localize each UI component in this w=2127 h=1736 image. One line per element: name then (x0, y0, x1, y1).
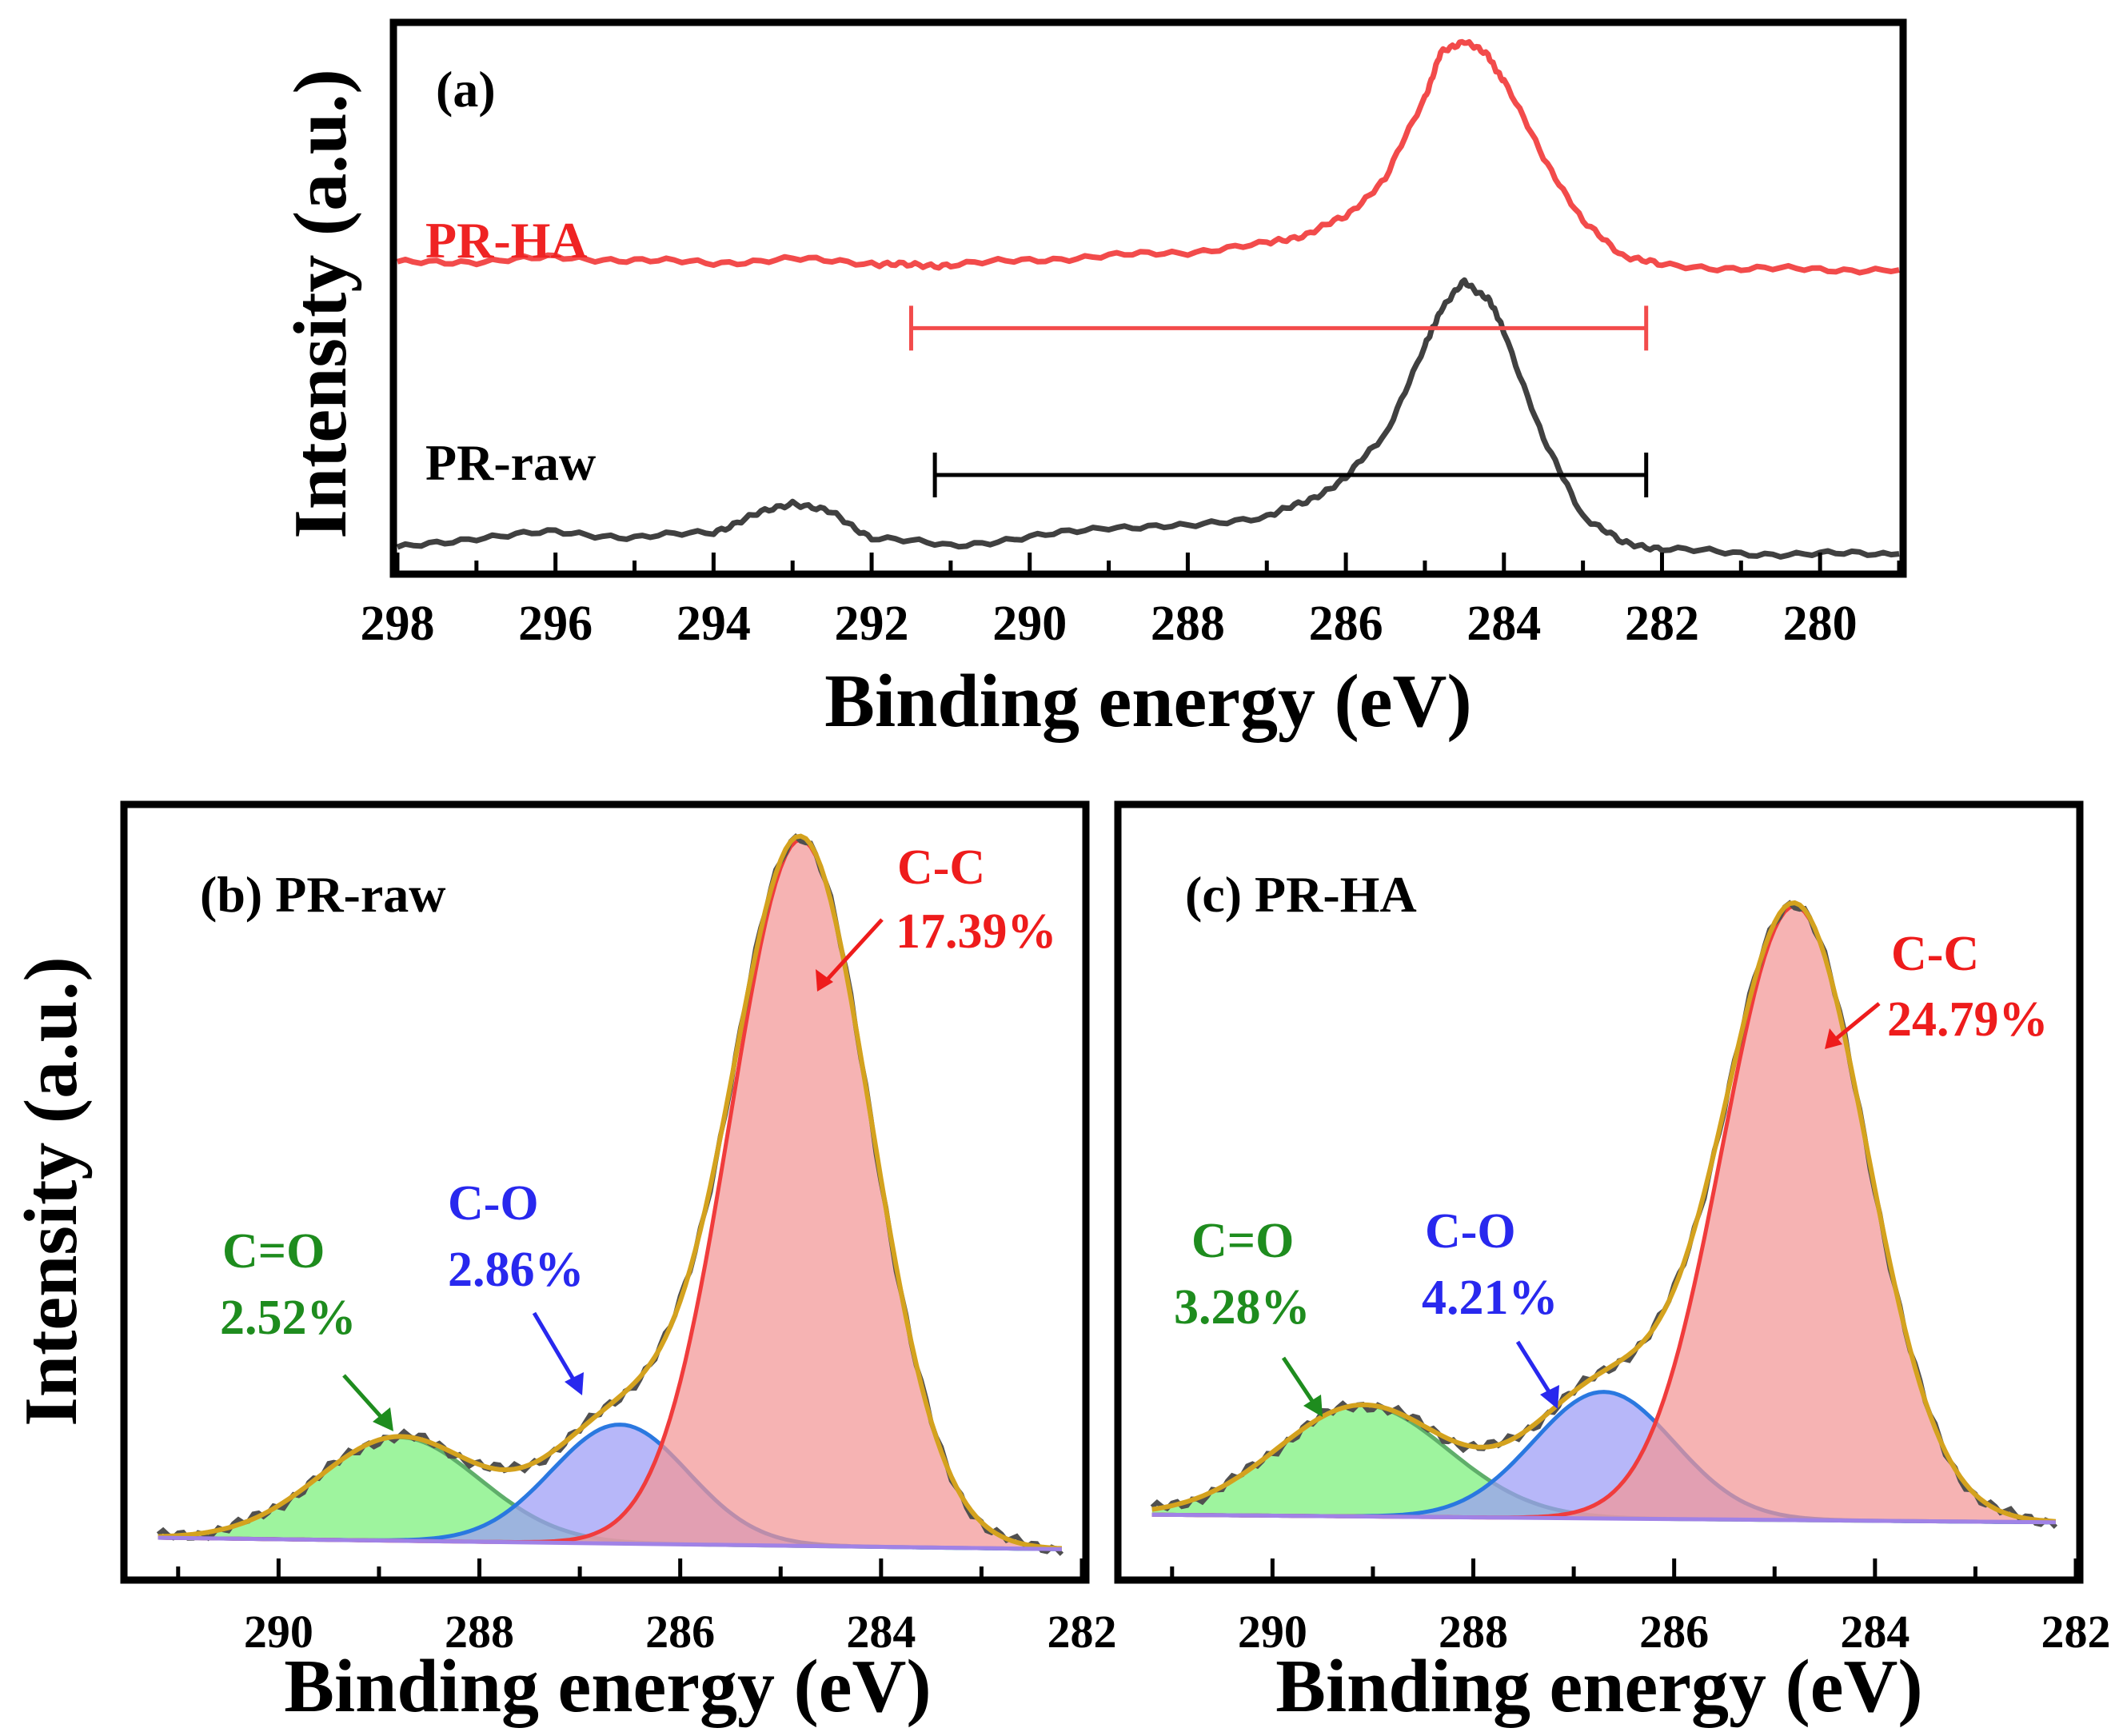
x-tick-label: 284 (1840, 1606, 1910, 1658)
x-tick-label: 288 (1439, 1606, 1508, 1658)
peak-area-c-c (158, 840, 1062, 1550)
x-tick-label: 290 (1238, 1606, 1307, 1658)
arrow-c-cc-head (1825, 1028, 1842, 1049)
panel-c-co-percent: 4.21% (1422, 1271, 1558, 1325)
panel-a: 298 296 294 292 290 288 286 284 282 280 (a) PR-HA… (279, 18, 1907, 743)
panel-b-arrows (342, 918, 884, 1431)
x-tick-label: 282 (1048, 1606, 1117, 1658)
panel-c-arrows (1281, 1002, 1881, 1417)
panel-a-ylabel: Intensity (a.u.) (279, 69, 362, 539)
x-tick-label: 286 (645, 1606, 715, 1658)
peak-area-c-o (1151, 1391, 2056, 1522)
legend-pr-ha: PR-HA (425, 212, 588, 269)
panel-b-title: (b) PR-raw (200, 866, 445, 923)
panel-a-title: (a) (436, 61, 496, 118)
arrow-b-ceo-head (373, 1407, 393, 1431)
panel-c-ceo-label: C=O (1191, 1214, 1294, 1268)
panel-b-co-percent: 2.86% (448, 1243, 585, 1297)
x-tick-label: 280 (1783, 597, 1858, 651)
series-line-pr-raw (396, 277, 1900, 560)
panel-c: 290 288 286 284 282 (c) PR-HA C-C 24.79% C-O… (1114, 800, 2111, 1728)
x-tick-label: 284 (846, 1606, 916, 1658)
x-tick-label: 282 (2041, 1606, 2111, 1658)
panel-c-co-label: C-O (1425, 1204, 1516, 1259)
x-tick-label: 290 (992, 597, 1067, 651)
arrow-b-co-head (565, 1372, 584, 1395)
x-tick-label: 286 (1309, 597, 1383, 651)
fit-envelope-line (1151, 900, 2057, 1524)
peak-area-ceo (158, 1437, 1062, 1550)
background-baseline (158, 1535, 1062, 1551)
legend-pr-raw: PR-raw (425, 434, 596, 491)
panel-b-xlabel: Binding energy (eV) (284, 1645, 931, 1728)
peak-area-ceo (1151, 1405, 2056, 1522)
panel-b-ylabel: Intensity (a.u.) (10, 956, 93, 1427)
fit-envelope-line (158, 833, 1063, 1551)
panel-c-cc-percent: 24.79% (1887, 992, 2049, 1047)
panel-b-ceo-percent: 2.52% (220, 1291, 357, 1345)
peak-area-c-c (1151, 906, 2056, 1522)
panel-b: 290 288 286 284 282 (b) PR-raw C-C 17.39% C-… (10, 800, 1117, 1728)
arrow-c-ceo-head (1303, 1395, 1323, 1417)
panel-c-title: (c) PR-HA (1185, 866, 1417, 923)
x-tick-label: 298 (361, 597, 435, 651)
panel-b-frame (120, 800, 1090, 1584)
x-tick-label: 290 (244, 1606, 313, 1658)
panel-b-cc-label: C-C (897, 840, 985, 895)
panel-c-cc-label: C-C (1891, 927, 1979, 981)
panel-b-cc-percent: 17.39% (896, 904, 1057, 959)
x-tick-label: 292 (835, 597, 909, 651)
x-tick-label: 288 (1151, 597, 1225, 651)
arrow-b-ceo (342, 1374, 387, 1423)
arrow-c-cc (1834, 1002, 1881, 1041)
arrow-b-cc-head (816, 969, 833, 992)
x-tick-label: 296 (518, 597, 593, 651)
series-line-pr-ha (397, 38, 1900, 276)
arrow-b-cc (822, 918, 884, 985)
x-tick-label: 282 (1625, 597, 1699, 651)
x-tick-label: 284 (1467, 597, 1541, 651)
x-tick-label: 294 (676, 597, 751, 651)
background-baseline (1151, 1512, 2056, 1525)
panel-c-frame (1114, 800, 2084, 1584)
panel-a-frame (389, 18, 1907, 578)
panel-b-co-label: C-O (448, 1176, 539, 1231)
panel-b-ceo-label: C=O (222, 1224, 325, 1279)
x-tick-label: 286 (1639, 1606, 1709, 1658)
panel-a-xlabel: Binding energy (eV) (824, 660, 1471, 743)
x-tick-label: 288 (445, 1606, 514, 1658)
panel-c-ceo-percent: 3.28% (1174, 1280, 1311, 1335)
arrow-c-co-head (1540, 1385, 1559, 1409)
peak-area-c-o (158, 1424, 1062, 1550)
panel-c-xlabel: Binding energy (eV) (1275, 1645, 1922, 1728)
arrow-c-ceo (1281, 1356, 1318, 1407)
arrow-b-co (532, 1311, 578, 1385)
arrow-c-co (1515, 1340, 1554, 1397)
